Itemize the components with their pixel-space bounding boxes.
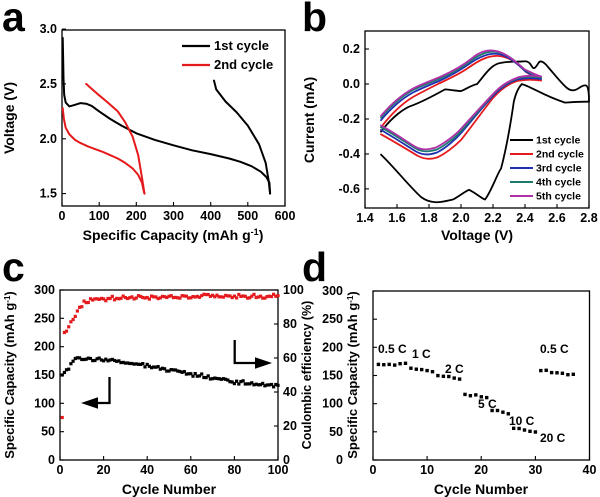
svg-text:Voltage (V): Voltage (V) bbox=[441, 227, 513, 243]
svg-text:1st cycle: 1st cycle bbox=[214, 38, 269, 53]
svg-text:10 C: 10 C bbox=[509, 414, 535, 428]
svg-text:Cycle Number: Cycle Number bbox=[122, 481, 217, 497]
svg-text:0.2: 0.2 bbox=[343, 42, 360, 56]
svg-text:1.5: 1.5 bbox=[40, 187, 57, 201]
svg-text:0: 0 bbox=[336, 453, 343, 467]
svg-text:200: 200 bbox=[126, 209, 147, 223]
svg-text:1 C: 1 C bbox=[412, 347, 431, 361]
svg-text:10: 10 bbox=[420, 463, 434, 477]
svg-text:80: 80 bbox=[283, 317, 297, 331]
svg-text:2nd cycle: 2nd cycle bbox=[214, 57, 273, 72]
svg-text:2.4: 2.4 bbox=[516, 211, 533, 225]
svg-text:0: 0 bbox=[283, 453, 290, 467]
svg-text:-0.4: -0.4 bbox=[338, 147, 360, 161]
svg-text:50: 50 bbox=[41, 425, 55, 439]
svg-text:2 C: 2 C bbox=[445, 362, 464, 376]
svg-text:40: 40 bbox=[283, 385, 297, 399]
svg-text:Voltage (V): Voltage (V) bbox=[1, 82, 17, 154]
svg-text:80: 80 bbox=[227, 463, 241, 477]
svg-text:400: 400 bbox=[200, 209, 221, 223]
svg-text:150: 150 bbox=[322, 369, 343, 383]
svg-text:Specific Capacity (mAh g-1): Specific Capacity (mAh g-1) bbox=[2, 291, 17, 459]
svg-text:600: 600 bbox=[275, 209, 296, 223]
svg-text:1st cycle: 1st cycle bbox=[536, 135, 581, 147]
svg-text:20: 20 bbox=[474, 463, 488, 477]
svg-text:2.2: 2.2 bbox=[484, 211, 501, 225]
svg-text:1.6: 1.6 bbox=[388, 211, 405, 225]
svg-text:250: 250 bbox=[322, 312, 343, 326]
svg-text:250: 250 bbox=[34, 311, 55, 325]
svg-text:2.6: 2.6 bbox=[548, 211, 565, 225]
svg-text:0: 0 bbox=[370, 463, 377, 477]
svg-text:300: 300 bbox=[34, 283, 55, 297]
svg-text:60: 60 bbox=[184, 463, 198, 477]
svg-text:Specific Capacity (mAh g-1): Specific Capacity (mAh g-1) bbox=[83, 227, 264, 243]
svg-text:Cycle Number: Cycle Number bbox=[434, 481, 529, 497]
svg-text:20 C: 20 C bbox=[540, 431, 566, 445]
svg-text:60: 60 bbox=[283, 351, 297, 365]
svg-text:3.0: 3.0 bbox=[40, 22, 57, 36]
svg-text:1.8: 1.8 bbox=[420, 211, 437, 225]
svg-text:150: 150 bbox=[34, 368, 55, 382]
svg-text:3rd cycle: 3rd cycle bbox=[536, 163, 582, 175]
svg-text:0: 0 bbox=[59, 209, 66, 223]
svg-text:2.5: 2.5 bbox=[40, 77, 57, 91]
svg-text:5th cycle: 5th cycle bbox=[536, 191, 581, 203]
svg-text:0.0: 0.0 bbox=[343, 77, 360, 91]
svg-text:200: 200 bbox=[34, 340, 55, 354]
svg-text:100: 100 bbox=[34, 396, 55, 410]
svg-text:30: 30 bbox=[528, 463, 542, 477]
svg-text:0: 0 bbox=[57, 463, 64, 477]
svg-text:20: 20 bbox=[97, 463, 111, 477]
svg-text:300: 300 bbox=[163, 209, 184, 223]
svg-text:0.5 C: 0.5 C bbox=[540, 342, 569, 356]
svg-text:2.8: 2.8 bbox=[580, 211, 597, 225]
svg-text:-0.6: -0.6 bbox=[338, 182, 360, 196]
svg-text:500: 500 bbox=[237, 209, 258, 223]
svg-text:2nd cycle: 2nd cycle bbox=[536, 149, 584, 161]
svg-text:20: 20 bbox=[283, 419, 297, 433]
svg-text:40: 40 bbox=[583, 463, 597, 477]
svg-text:40: 40 bbox=[140, 463, 154, 477]
svg-text:2.0: 2.0 bbox=[40, 132, 57, 146]
svg-text:2.0: 2.0 bbox=[452, 211, 469, 225]
svg-text:0: 0 bbox=[48, 453, 55, 467]
svg-text:200: 200 bbox=[322, 340, 343, 354]
svg-text:100: 100 bbox=[322, 397, 343, 411]
svg-text:Specific Capacity (mAh g-1): Specific Capacity (mAh g-1) bbox=[345, 291, 360, 459]
svg-text:300: 300 bbox=[322, 284, 343, 298]
svg-text:0.5 C: 0.5 C bbox=[378, 342, 407, 356]
svg-text:1.4: 1.4 bbox=[356, 211, 373, 225]
svg-text:50: 50 bbox=[329, 425, 343, 439]
svg-text:4th cycle: 4th cycle bbox=[536, 177, 581, 189]
svg-text:Current (mA): Current (mA) bbox=[301, 77, 317, 163]
svg-text:100: 100 bbox=[89, 209, 110, 223]
svg-text:-0.2: -0.2 bbox=[338, 112, 360, 126]
